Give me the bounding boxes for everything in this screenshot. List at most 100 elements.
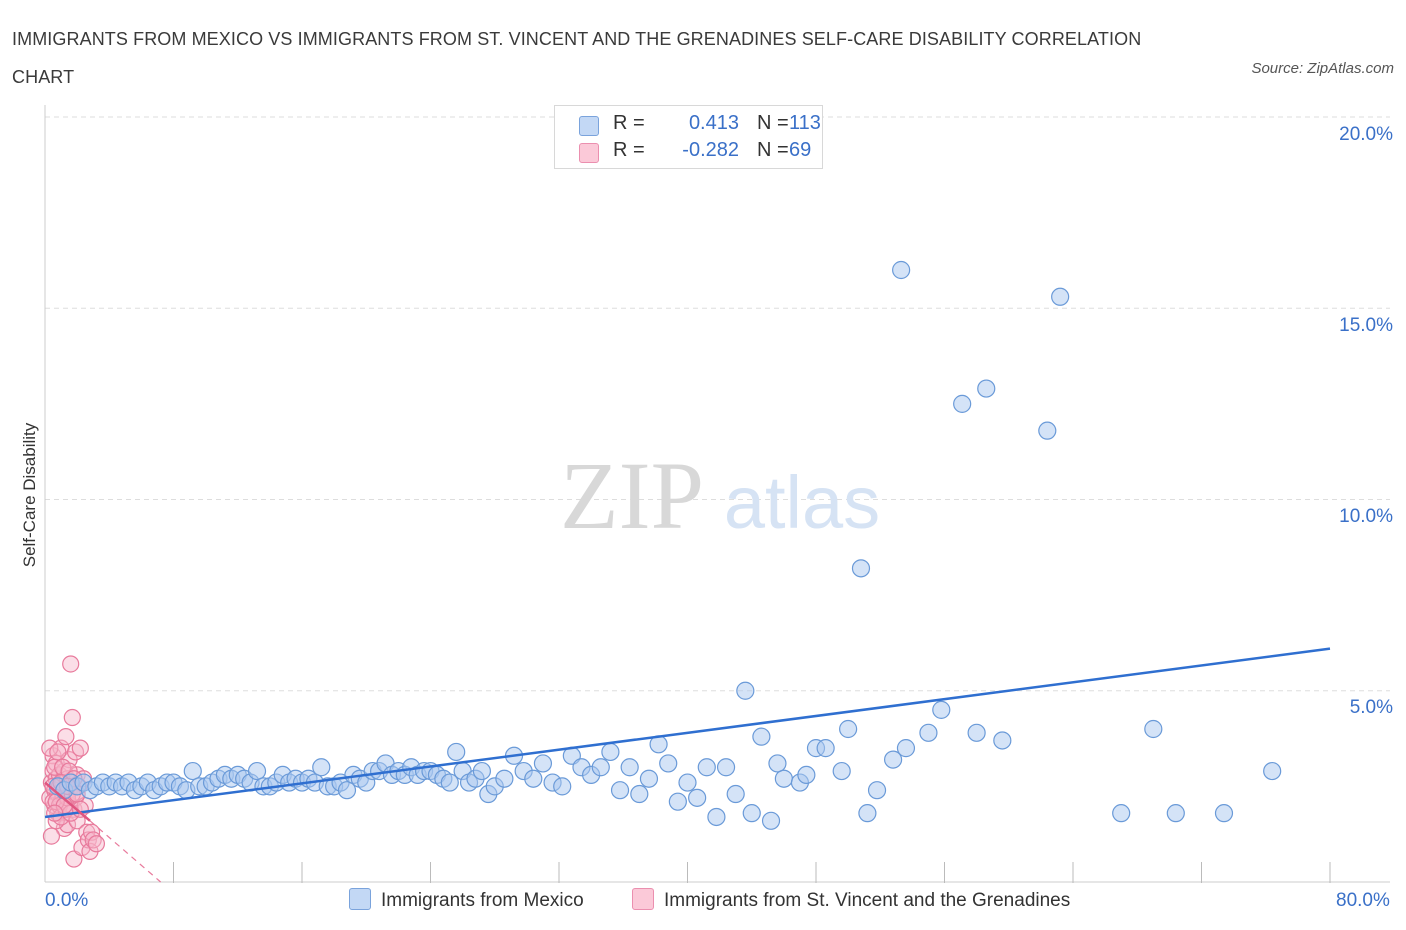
bottom-legend-swatch-svg: [632, 888, 654, 910]
point-mexico: [1263, 761, 1282, 781]
point-mexico: [768, 754, 787, 773]
y-tick-20: 20.0%: [1339, 124, 1393, 145]
point-mexico: [495, 769, 514, 788]
point-svg: [63, 708, 81, 727]
point-mexico: [533, 754, 553, 773]
legend-r-label: R =: [613, 112, 645, 134]
point-mexico: [726, 784, 745, 804]
trend-line-svg: [44, 781, 91, 822]
bottom-legend-mexico: Immigrants from Mexico: [349, 888, 584, 912]
point-mexico: [797, 765, 816, 785]
x-tick-max: 80.0%: [1336, 890, 1390, 911]
point-mexico: [977, 379, 996, 398]
point-mexico: [967, 723, 986, 742]
bottom-legend-swatch-mexico: [349, 888, 371, 910]
point-mexico: [524, 769, 543, 788]
point-mexico: [447, 742, 466, 762]
watermark: ZIP atlas: [560, 442, 880, 549]
watermark-zip: ZIP: [560, 442, 704, 549]
chart-title: IMMIGRANTS FROM MEXICO VS IMMIGRANTS FRO…: [12, 29, 1142, 87]
point-mexico: [839, 719, 858, 739]
point-svg: [46, 804, 64, 822]
point-mexico: [993, 731, 1012, 750]
point-mexico: [851, 559, 871, 578]
correlation-legend: R = 0.413 N = 113 R = -0.282 N = 69: [554, 105, 823, 169]
source-label: Source: ZipAtlas.com: [1251, 60, 1394, 77]
legend-r-value-svg: -0.282: [682, 139, 739, 161]
point-mexico: [919, 723, 938, 742]
point-mexico: [1166, 804, 1185, 823]
point-mexico: [247, 761, 267, 781]
point-mexico: [892, 260, 911, 280]
point-mexico: [707, 807, 726, 827]
trend-line-mexico: [44, 647, 1331, 819]
point-mexico: [742, 804, 761, 823]
y-tick-5: 5.0%: [1349, 697, 1393, 718]
point-svg: [57, 728, 75, 746]
point-mexico: [867, 781, 887, 800]
legend-swatch-svg: [579, 143, 599, 163]
point-mexico: [591, 758, 610, 777]
y-tick-15: 15.0%: [1339, 315, 1393, 336]
point-svg: [62, 655, 80, 673]
point-mexico: [716, 758, 736, 777]
point-svg: [42, 827, 61, 845]
point-mexico: [1144, 719, 1163, 739]
bottom-legend-svg: Immigrants from St. Vincent and the Gren…: [632, 888, 1070, 912]
grid-lines: [45, 116, 1390, 692]
point-mexico: [440, 773, 459, 792]
legend-n-label: N =: [757, 112, 789, 134]
point-svg: [49, 743, 67, 761]
point-mexico: [1214, 804, 1234, 823]
watermark-atlas: atlas: [724, 461, 880, 544]
point-mexico: [472, 761, 491, 781]
legend-n-value-svg: 69: [789, 139, 812, 161]
point-mexico: [678, 773, 697, 792]
bottom-legend-label-mexico: Immigrants from Mexico: [381, 890, 584, 911]
point-mexico: [736, 681, 755, 700]
point-mexico: [832, 761, 851, 781]
legend-n-value-mexico: 113: [789, 112, 821, 134]
trend-line-svg-extension: [89, 820, 162, 883]
point-svg: [87, 835, 106, 853]
point-mexico: [688, 788, 707, 807]
point-mexico: [630, 784, 649, 804]
point-mexico: [639, 769, 659, 788]
series-mexico-points: [48, 260, 1282, 830]
point-mexico: [620, 758, 639, 777]
point-mexico: [816, 739, 835, 758]
point-mexico: [610, 781, 630, 800]
point-mexico: [953, 394, 972, 413]
point-mexico: [697, 758, 716, 777]
y-tick-10: 10.0%: [1339, 506, 1393, 527]
point-mexico: [1112, 804, 1131, 823]
legend-r-label: R =: [613, 139, 645, 161]
x-tick-min: 0.0%: [45, 890, 89, 911]
point-mexico: [553, 777, 572, 796]
point-mexico: [337, 781, 357, 800]
legend-n-label: N =: [757, 139, 789, 161]
trend-lines: [44, 647, 1331, 883]
point-svg: [71, 739, 89, 757]
legend-r-value-mexico: 0.413: [688, 112, 739, 134]
point-mexico: [896, 739, 916, 758]
point-mexico: [752, 727, 771, 746]
point-mexico: [883, 750, 903, 769]
point-mexico: [932, 700, 951, 719]
point-mexico: [312, 758, 331, 777]
point-mexico: [858, 804, 877, 823]
point-mexico: [1051, 287, 1070, 306]
series-svg-points: [41, 655, 106, 868]
point-mexico: [659, 754, 678, 773]
axes: [44, 105, 1390, 883]
point-mexico: [1038, 421, 1057, 440]
point-mexico: [668, 792, 687, 811]
legend-swatch-mexico: [579, 116, 599, 136]
point-mexico: [774, 769, 793, 788]
point-mexico: [601, 742, 620, 762]
point-mexico: [183, 761, 202, 781]
bottom-legend-label-svg: Immigrants from St. Vincent and the Gren…: [664, 890, 1071, 911]
point-svg: [41, 739, 59, 757]
point-mexico: [761, 811, 781, 830]
